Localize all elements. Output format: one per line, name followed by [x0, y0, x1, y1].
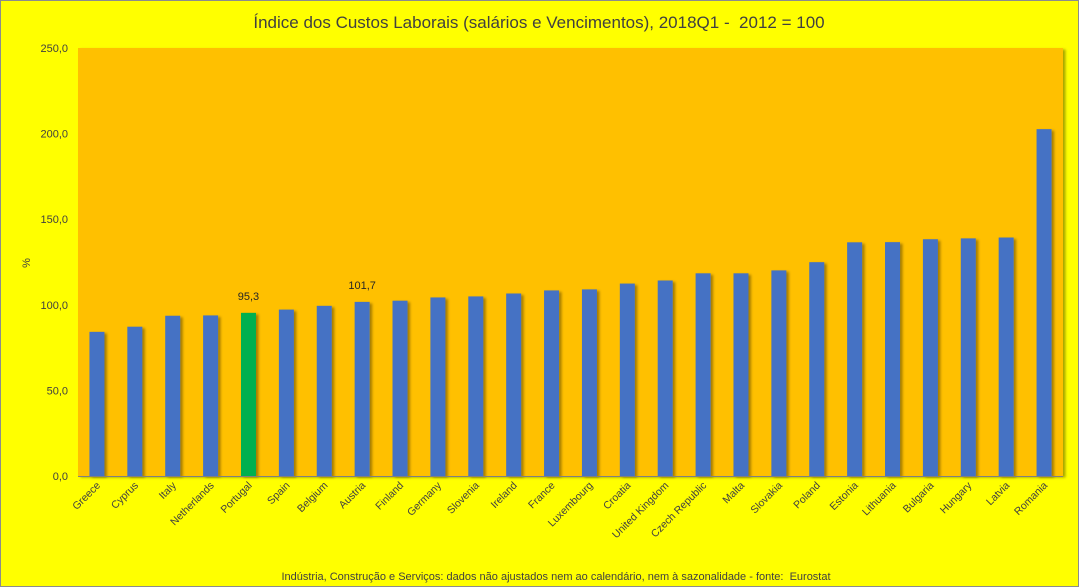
bar-finland	[392, 300, 408, 476]
bar-austria	[354, 301, 370, 476]
y-tick-label: 200,0	[40, 129, 68, 141]
bar-malta	[733, 273, 749, 476]
bar-lithuania	[885, 242, 901, 476]
bar-belgium	[316, 305, 332, 476]
footer-source-note: Indústria, Construção e Serviços: dados …	[281, 571, 830, 583]
bar-germany	[430, 297, 446, 476]
bar-series	[89, 129, 1052, 476]
bar-netherlands	[203, 315, 219, 476]
bar-cyprus	[127, 326, 143, 476]
y-tick-label: 100,0	[40, 300, 68, 312]
y-tick-label: 250,0	[40, 43, 68, 55]
y-tick-label: 0,0	[53, 471, 68, 483]
y-axis-label: %	[21, 258, 33, 268]
bar-slovenia	[468, 296, 484, 476]
bar-italy	[165, 315, 181, 476]
bar-estonia	[847, 242, 863, 476]
bar-luxembourg	[581, 289, 597, 476]
y-tick-label: 150,0	[40, 214, 68, 226]
bar-portugal	[240, 312, 256, 476]
bar-hungary	[960, 238, 976, 476]
bar-bulgaria	[922, 239, 938, 476]
bar-czech-republic	[695, 273, 711, 476]
chart-title: Índice dos Custos Laborais (salários e V…	[253, 13, 824, 32]
bar-latvia	[998, 237, 1014, 476]
bar-united-kingdom	[657, 280, 673, 476]
data-label-austria: 101,7	[348, 280, 376, 292]
data-labels: 95,3 101,7	[238, 280, 376, 303]
bar-france	[544, 290, 560, 476]
plot-area	[78, 48, 1063, 476]
y-axis: 0,0 50,0 100,0 150,0 200,0 250,0	[40, 43, 68, 483]
bar-slovakia	[771, 270, 787, 476]
bar-greece	[89, 331, 105, 476]
data-label-portugal: 95,3	[238, 291, 259, 303]
bar-spain	[278, 309, 294, 476]
bar-romania	[1036, 129, 1052, 476]
bar-poland	[809, 262, 825, 476]
y-tick-label: 50,0	[47, 385, 68, 397]
bar-croatia	[619, 283, 635, 476]
bar-ireland	[506, 293, 522, 476]
